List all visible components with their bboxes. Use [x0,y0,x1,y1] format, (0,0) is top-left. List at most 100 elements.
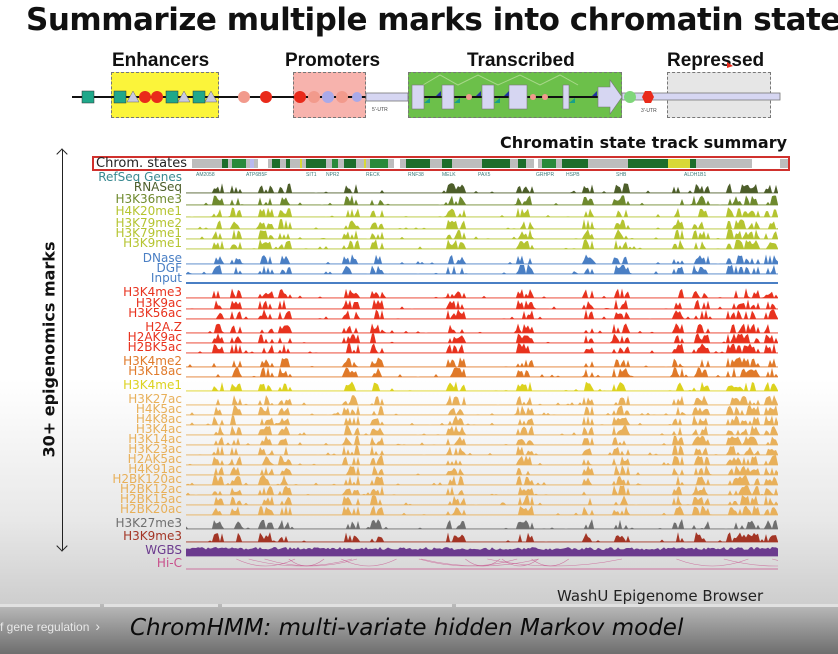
progress-segment[interactable] [0,604,100,607]
signal-track[interactable] [186,464,778,482]
signal-track[interactable] [186,228,778,246]
gene-label: ATP6B5F [246,172,268,178]
signal-track[interactable] [186,404,778,422]
track-label: H3K4ac [135,422,182,436]
signal-track[interactable] [186,253,778,271]
signal-track[interactable] [186,332,778,350]
signal-track[interactable] [186,434,778,452]
track-label: DNase [142,251,182,265]
track-label: H2BK120ac [112,472,182,486]
video-player-bar: f gene regulation › ChromHMM: multi-varia… [0,604,838,654]
track-label: H3K27ac [128,392,182,406]
signal-track[interactable] [186,380,778,398]
track-label: H3K79me2 [115,216,182,230]
track-label: WGBS [145,543,182,557]
region-label-promoters: Promoters [285,50,381,71]
signal-track[interactable] [186,444,778,462]
chromatin-summary-label: Chromatin state track summary [500,133,788,152]
signal-track[interactable] [186,273,778,291]
chapter-label: f gene regulation [0,620,90,634]
track-label: H3K9me3 [123,529,182,543]
signal-track[interactable] [186,263,778,281]
track-label: H3K23ac [128,442,182,456]
chapter-button[interactable]: f gene regulation › [0,618,100,634]
source-label: WashU Epigenome Browser [557,587,764,605]
gene-schematic: 5'-UTR [72,62,781,115]
track-label: H2AK9ac [127,330,182,344]
progress-segment[interactable] [456,604,838,607]
gene-label: NPR2 [326,172,340,178]
chevron-right-icon: › [95,618,101,634]
signal-track[interactable] [186,322,778,340]
signal-track[interactable] [186,494,778,512]
track-label: H2BK5ac [127,340,182,354]
track-label: H4K91ac [128,462,182,476]
gene-label: AM2058 [196,172,215,178]
signal-track[interactable] [186,206,778,224]
progress-segment[interactable] [222,604,452,607]
track-label: H2BK20ac [120,502,182,516]
slide-subtitle: ChromHMM: multi-variate hidden Markov mo… [130,615,684,641]
signal-track[interactable] [186,287,778,305]
signal-track[interactable] [186,356,778,374]
gene-label: RECK [366,172,380,178]
signal-track[interactable] [186,424,778,442]
signal-track[interactable] [186,182,778,200]
signal-track[interactable] [186,545,778,563]
track-label: H3K14ac [128,432,182,446]
chromatin-state-track[interactable]: Chrom. states [92,156,790,171]
signal-track[interactable] [186,298,778,316]
slide-title: Summarize multiple marks into chromatin … [26,2,838,38]
gene-label: HSPB [566,172,580,178]
marks-axis-arrow [62,150,63,550]
track-label: H3K56ac [128,306,182,320]
region-label-transcribed: Transcribed [467,50,575,71]
track-label: H3K4me3 [123,285,182,299]
track-label: H3K36me3 [115,192,182,206]
genome-browser: Chrom. states [86,155,838,576]
track-label: H4K20me1 [115,204,182,218]
signal-track[interactable] [186,414,778,432]
track-label: H2AK5ac [127,452,182,466]
gene-label: GRHPR [536,172,555,178]
signal-track[interactable] [186,474,778,492]
gene-label: MELK [442,172,456,178]
refseq-genes-track[interactable]: AM2058 ATP6B5F SIT1 NPR2 RECK RNF38 MELK… [186,172,778,182]
track-label: Hi-C [156,556,182,570]
signal-track[interactable] [186,342,778,360]
signal-track[interactable] [186,308,778,326]
signal-track[interactable] [186,484,778,502]
gene-label: ALDH1B1 [684,172,707,178]
track-label: H3K18ac [128,364,182,378]
track-label: H3K9ac [135,296,182,310]
chromatin-diagram: Enhancers Promoters Transcribed Represse… [0,40,838,130]
signal-track[interactable] [186,558,838,576]
progress-segment[interactable] [104,604,218,607]
chromatin-state-bar [192,159,788,168]
track-label: H4K8ac [135,412,182,426]
track-label: RNASeq [133,180,182,194]
track-label: H3K4me1 [123,378,182,392]
signal-track[interactable] [186,394,778,412]
track-label: H3K4me2 [123,354,182,368]
track-label: H3K9me1 [123,236,182,250]
chrom-states-label: Chrom. states [96,156,187,171]
signal-track[interactable] [186,366,778,384]
signal-track[interactable] [186,194,778,212]
gene-label: SIT1 [306,172,317,178]
signal-track[interactable] [186,518,778,536]
signal-track[interactable] [186,504,778,522]
region-label-enhancers: Enhancers [112,50,210,71]
gene-label: SHB [616,172,627,178]
track-label: H2BK12ac [120,482,182,496]
signal-track[interactable] [186,238,778,256]
svg-text:5'-UTR: 5'-UTR [372,107,388,113]
signal-track[interactable] [186,218,778,236]
track-label: H2BK15ac [120,492,182,506]
signal-track[interactable] [186,454,778,472]
track-label: H4K5ac [135,402,182,416]
track-label: DGF [156,261,182,275]
track-label: H3K79me1 [115,226,182,240]
signal-track[interactable] [186,531,778,549]
